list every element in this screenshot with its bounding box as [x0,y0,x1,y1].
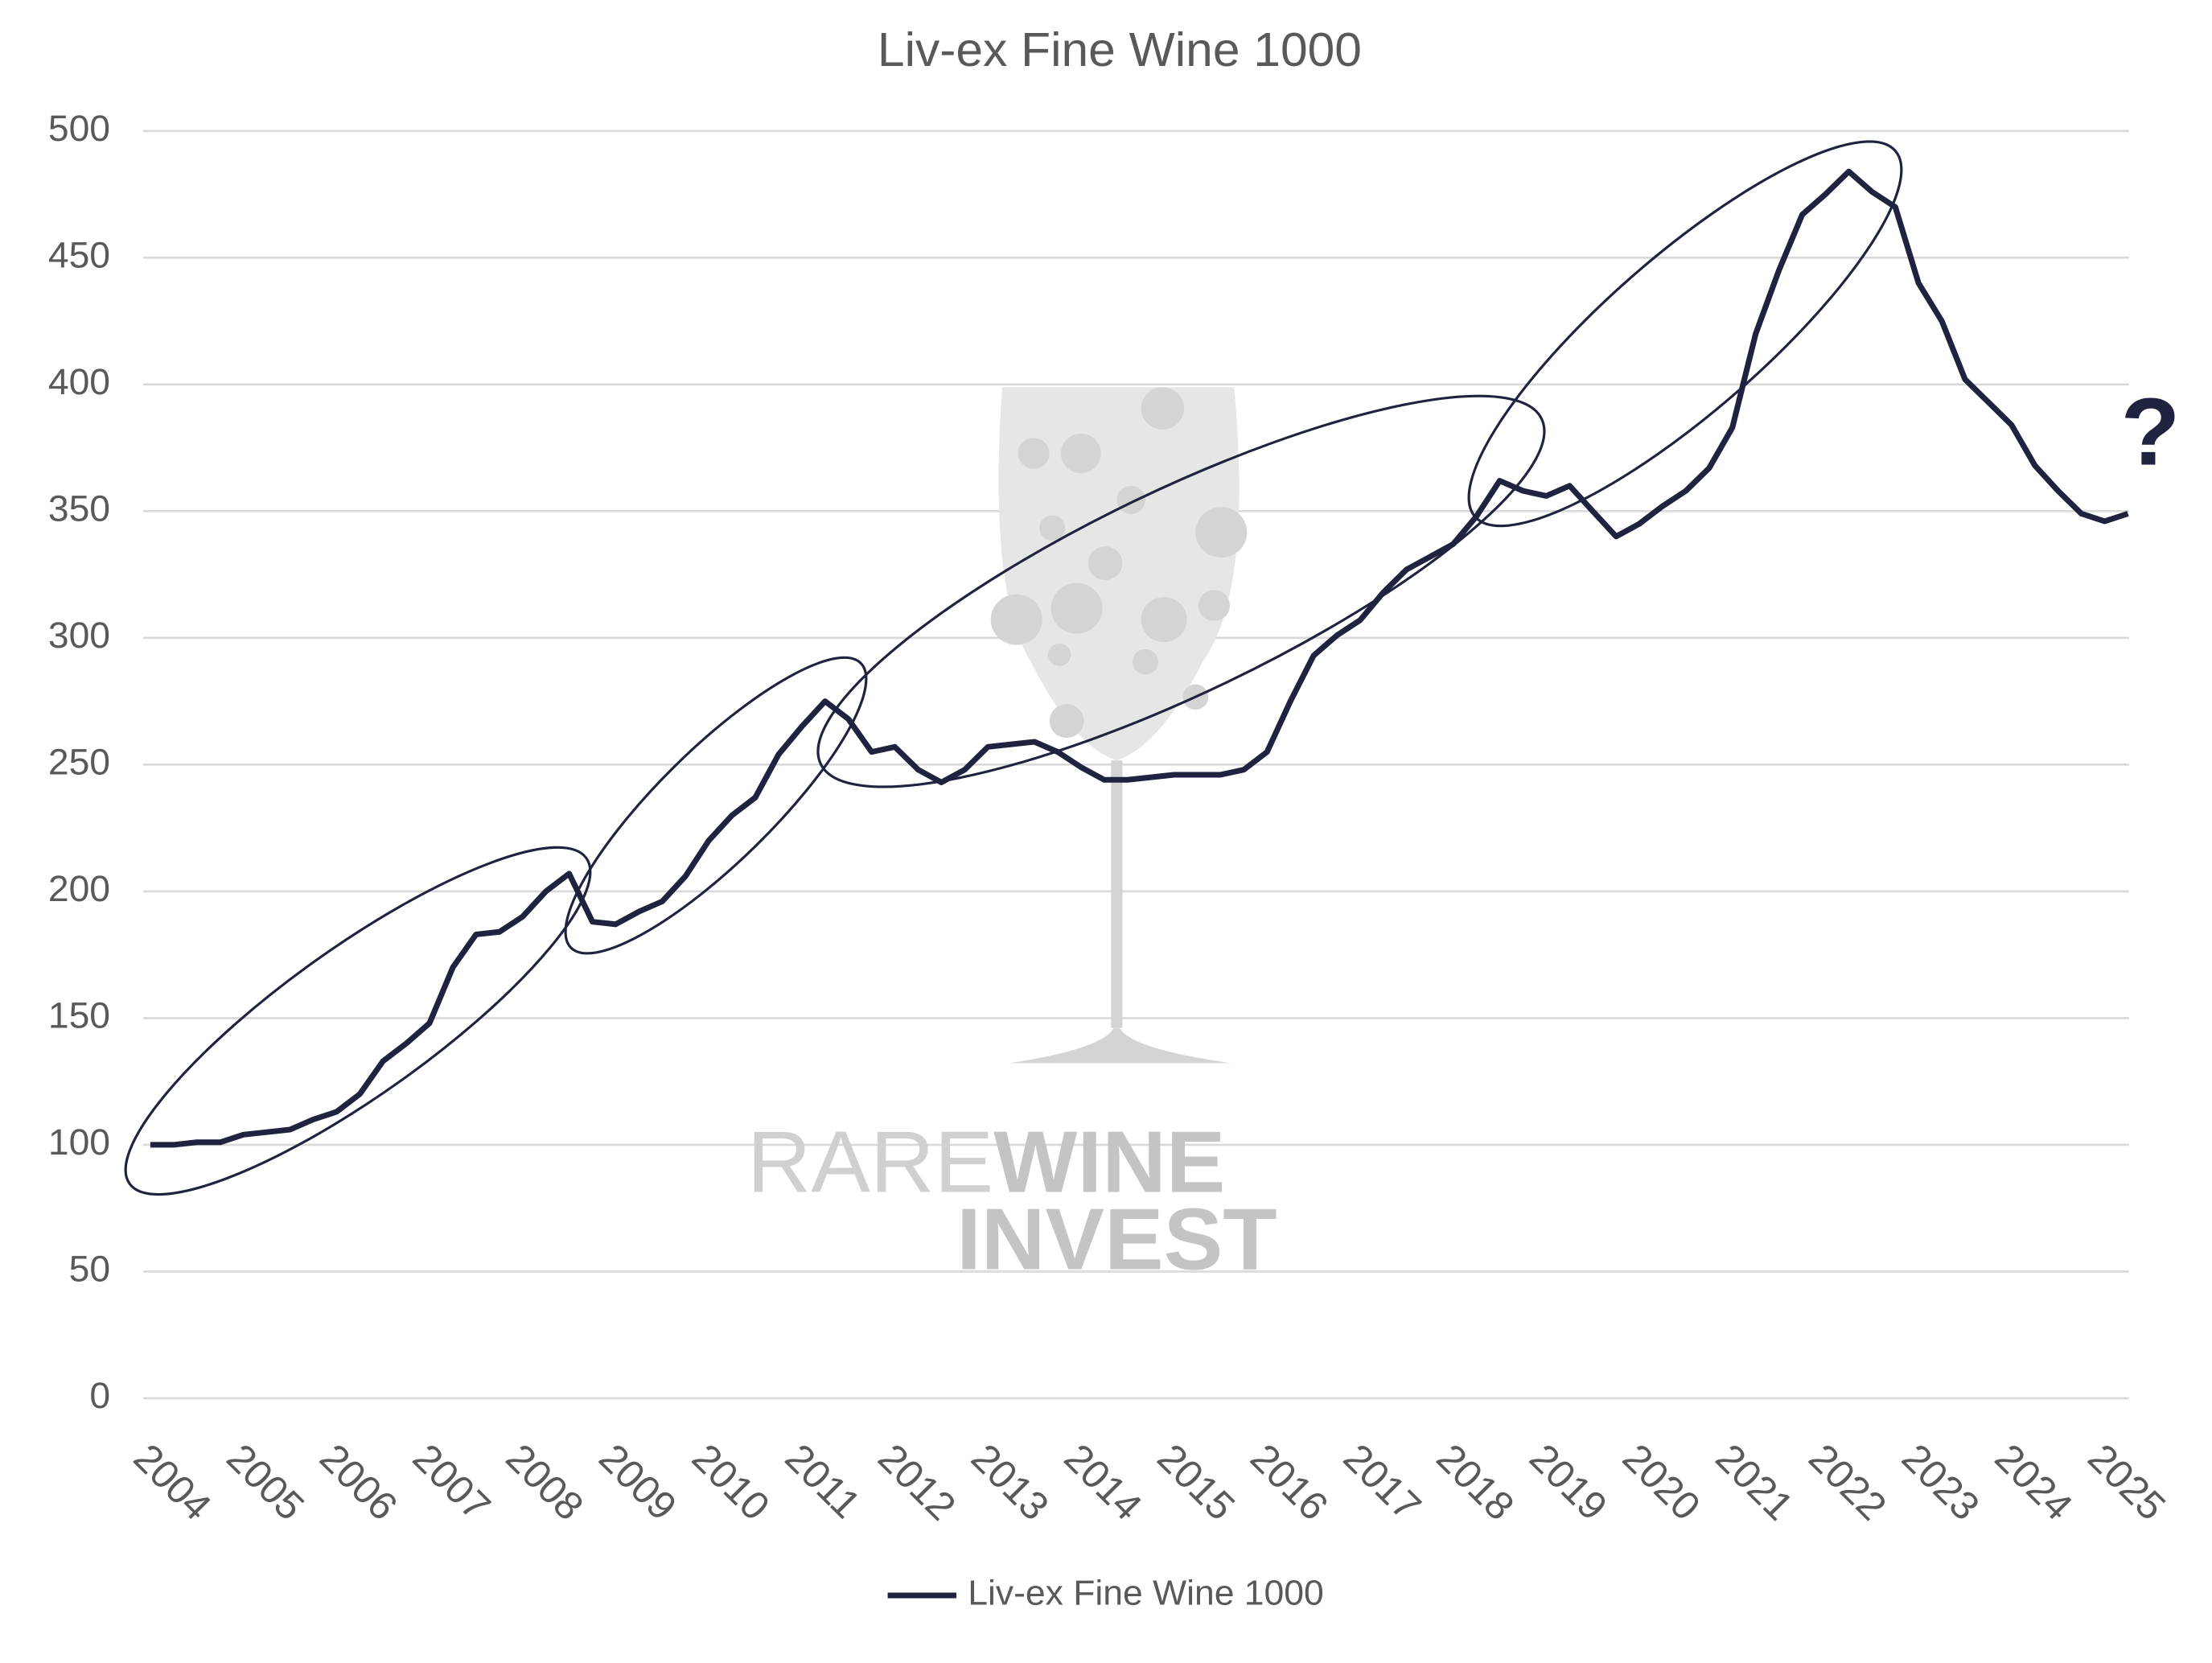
y-tick-label: 100 [48,1121,110,1163]
watermark-text: INVEST [956,1191,1277,1288]
ellipse [124,846,592,1196]
y-tick-label: 400 [48,360,110,402]
x-tick-label: 2007 [405,1436,500,1529]
ellipse [564,656,868,955]
x-tick-label: 2006 [311,1436,406,1529]
y-tick-label: 300 [48,614,110,656]
legend-label: Liv-ex Fine Wine 1000 [968,1574,1324,1613]
x-tick-label: 2024 [1986,1436,2081,1529]
y-tick-label: 500 [48,107,110,149]
y-tick-label: 200 [48,867,110,909]
watermark-glass [990,387,1248,1064]
grid [142,130,2129,1400]
x-tick-label: 2011 [776,1436,869,1527]
annotation-ellipses [124,140,1903,1196]
y-tick-label: 450 [48,234,110,276]
y-tick-label: 250 [48,741,110,783]
y-tick-label: 50 [69,1248,110,1290]
x-tick-label: 2009 [590,1436,685,1529]
x-tick-label: 2021 [1707,1436,1802,1529]
annotation: ? [2120,378,2180,485]
y-tick-label: 350 [48,488,110,529]
x-tick-label: 2004 [125,1436,220,1529]
line [150,168,2129,1148]
x-tick-label: 2015 [1149,1436,1244,1529]
watermark-text: RARE [747,1113,994,1211]
x-tick-label: 2005 [218,1436,313,1529]
glass-stem [1111,760,1123,1028]
x-tick-label: 2022 [1800,1436,1895,1529]
x-tick-label: 2008 [497,1436,592,1529]
glass-base [1009,1027,1231,1064]
x-tick-label: 2016 [1242,1436,1337,1529]
x-tick-label: 2025 [2079,1436,2174,1529]
x-tick-label: 2014 [1055,1436,1150,1529]
x-tick-label: 2023 [1893,1436,1988,1529]
chart-title: Liv-ex Fine Wine 1000 [878,23,1362,76]
x-tick-label: 2020 [1614,1436,1709,1529]
watermark-text: WINE [993,1113,1225,1211]
x-tick-label: 2012 [870,1436,964,1529]
y-tick-label: 150 [48,994,110,1036]
x-tick-label: 2010 [684,1436,779,1529]
x-tick-label: 2013 [963,1436,1058,1529]
x-tick-label: 2017 [1335,1436,1430,1529]
y-tick-label: 0 [89,1374,110,1416]
ellipse [816,394,1546,788]
x-tick-label: 2019 [1521,1436,1616,1529]
x-tick-label: 2018 [1428,1436,1523,1529]
